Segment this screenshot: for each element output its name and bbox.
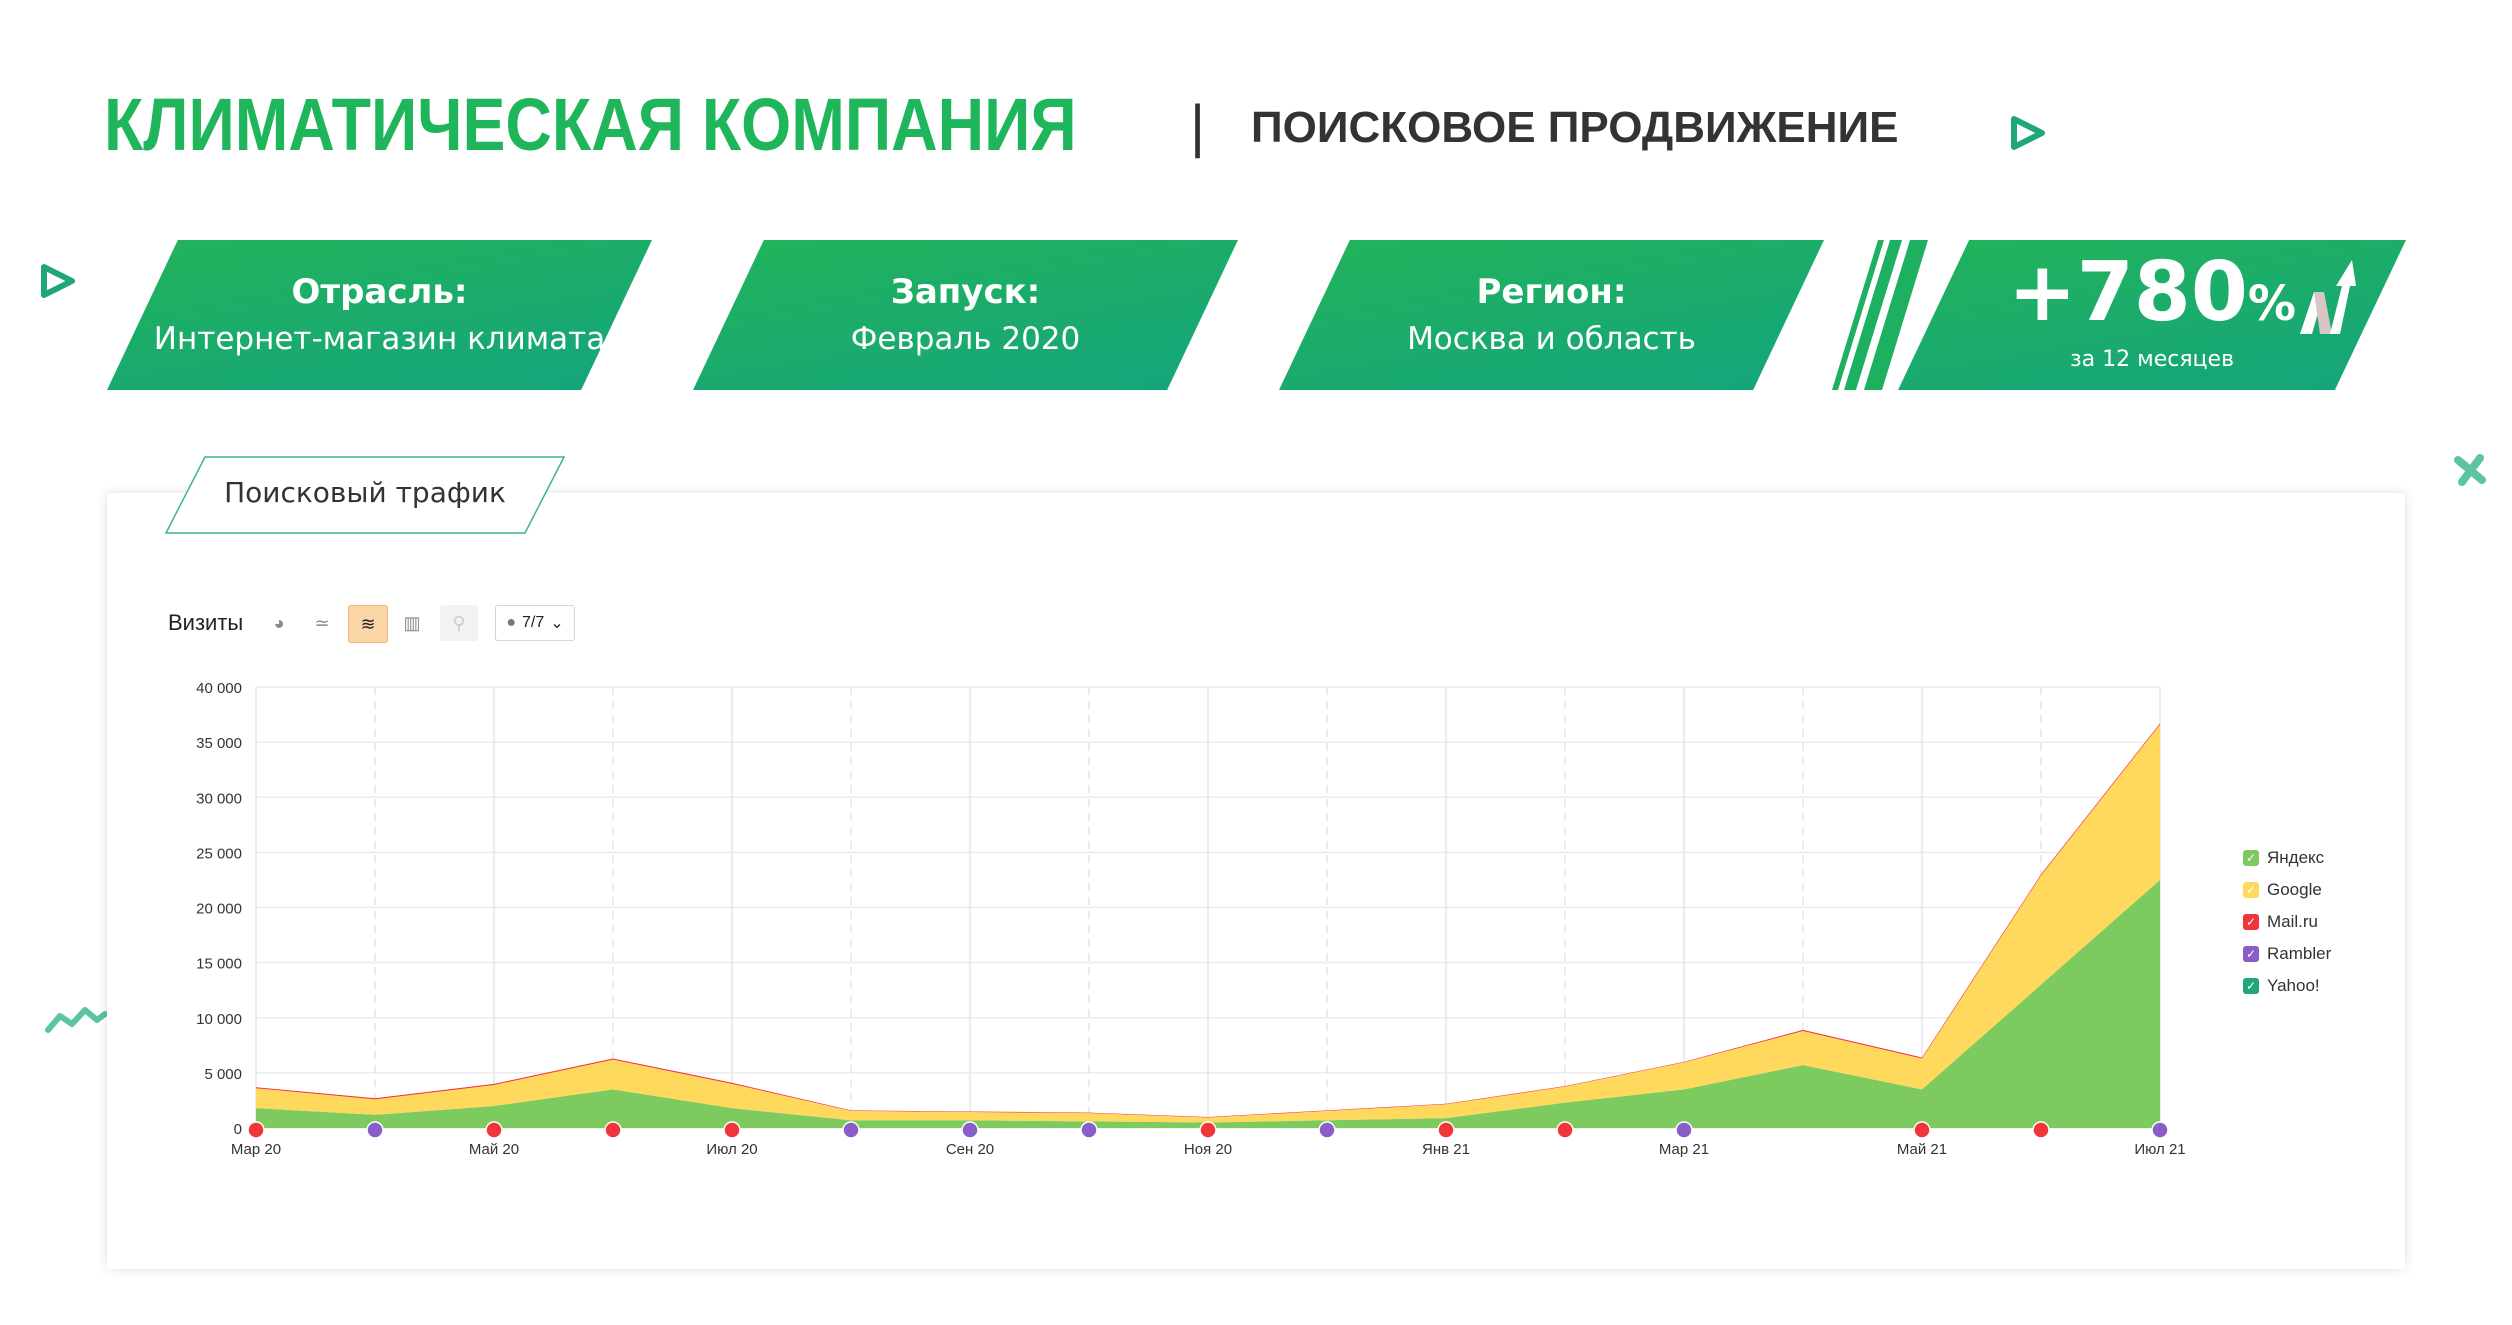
legend-label: Яндекс — [2267, 848, 2325, 867]
growth-banner: +780% за 12 месяцев — [1898, 240, 2406, 390]
tab-label: Поисковый трафик — [224, 476, 506, 509]
legend-item[interactable]: ✓ Mail.ru — [2243, 912, 2318, 932]
checkbox-checked-icon[interactable]: ✓ — [2243, 882, 2259, 898]
annotation-marker-icon — [2032, 1121, 2050, 1139]
y-tick-label: 35 000 — [196, 735, 242, 752]
x-tick-label: Янв 21 — [1422, 1141, 1470, 1158]
annotation-marker-icon — [1556, 1121, 1574, 1139]
checkbox-checked-icon[interactable]: ✓ — [2243, 946, 2259, 962]
annotation-marker-icon — [1913, 1121, 1931, 1139]
map-pin-icon: ⚲ — [452, 612, 466, 633]
line-chart-icon: ≃ — [314, 612, 330, 633]
map-button[interactable]: ⚲ — [440, 605, 478, 641]
bar-chart-button[interactable]: ▥ — [393, 605, 431, 641]
x-tick-label: Сен 20 — [946, 1141, 994, 1158]
y-tick-label: 15 000 — [196, 956, 242, 973]
comment-icon: ● — [506, 614, 516, 631]
title-separator: | — [1190, 94, 1206, 159]
page-title: КЛИМАТИЧЕСКАЯ КОМПАНИЯ — [104, 83, 1077, 166]
checkbox-checked-icon[interactable]: ✓ — [2243, 850, 2259, 866]
checkbox-checked-icon[interactable]: ✓ — [2243, 914, 2259, 930]
y-tick-label: 10 000 — [196, 1011, 242, 1028]
launch-banner: Запуск: Февраль 2020 — [693, 240, 1238, 390]
stacked-area-icon: ≋ — [360, 613, 376, 634]
legend-item[interactable]: ✓ Yahoo! — [2243, 976, 2320, 996]
x-tick-label: Ноя 20 — [1184, 1141, 1232, 1158]
region-value: Москва и область — [1407, 321, 1696, 357]
annotation-marker-icon — [961, 1121, 979, 1139]
y-tick-label: 20 000 — [196, 901, 242, 918]
area-яндекс — [256, 879, 2160, 1128]
legend-label: Mail.ru — [2267, 912, 2319, 931]
legend-label: Rambler — [2267, 944, 2332, 963]
annotation-marker-icon — [485, 1121, 503, 1139]
legend-item[interactable]: ✓ Google — [2243, 880, 2322, 900]
region-label: Регион: — [1476, 272, 1627, 312]
pie-chart-button[interactable]: ◕ — [260, 605, 298, 641]
annotation-marker-icon — [604, 1121, 622, 1139]
launch-value: Февраль 2020 — [850, 321, 1081, 357]
legend-item[interactable]: ✓ Яндекс — [2243, 848, 2324, 868]
growth-value: +780% — [2008, 245, 2296, 340]
annotation-marker-icon — [1199, 1121, 1217, 1139]
stripes-decoration — [1832, 240, 1928, 390]
traffic-area-chart: 0 5 000 10 000 15 000 20 000 25 000 30 000 35 0… — [196, 680, 2186, 1158]
legend-label: Yahoo! — [2267, 976, 2320, 995]
annotation-marker-icon — [842, 1121, 860, 1139]
y-tick-label: 40 000 — [196, 680, 242, 697]
launch-label: Запуск: — [890, 272, 1041, 312]
y-tick-label: 0 — [234, 1121, 242, 1138]
segments-count: 7/7 — [522, 614, 545, 631]
area-chart-button[interactable]: ≋ — [348, 605, 388, 643]
x-tick-label: Июл 21 — [2134, 1141, 2185, 1158]
y-tick-label: 5 000 — [204, 1066, 242, 1083]
annotation-marker-icon — [2151, 1121, 2169, 1139]
annotation-marker-icon — [1437, 1121, 1455, 1139]
x-tick-label: Май 21 — [1897, 1141, 1947, 1158]
tab-search-traffic[interactable]: Поисковый трафик — [165, 456, 565, 534]
y-tick-label: 25 000 — [196, 845, 242, 862]
pie-chart-icon: ◕ — [273, 612, 285, 633]
annotations-dropdown[interactable]: ● 7/7 ⌄ — [495, 605, 575, 641]
annotation-marker-icon — [366, 1121, 384, 1139]
industry-banner: Отрасль: Интернет-магазин климата — [107, 240, 652, 390]
metric-label: Визиты — [168, 610, 244, 635]
search-traffic-card — [107, 493, 2405, 1269]
play-triangle-icon — [2011, 116, 2045, 150]
y-tick-label: 30 000 — [196, 790, 242, 807]
industry-label: Отрасль: — [291, 272, 468, 312]
x-tick-label: Июл 20 — [706, 1141, 757, 1158]
annotation-marker-icon — [1675, 1121, 1693, 1139]
line-chart-button[interactable]: ≃ — [303, 605, 341, 641]
page-subtitle: ПОИСКОВОЕ ПРОДВИЖЕНИЕ — [1251, 103, 1899, 152]
growth-caption: за 12 месяцев — [2069, 347, 2235, 372]
industry-value: Интернет-магазин климата — [153, 321, 606, 357]
chevron-down-icon: ⌄ — [550, 615, 564, 632]
x-tick-label: Май 20 — [469, 1141, 519, 1158]
x-tick-label: Мар 20 — [231, 1141, 281, 1158]
bar-chart-icon: ▥ — [403, 612, 421, 633]
annotation-marker-icon — [247, 1121, 265, 1139]
squiggle-decoration-icon — [45, 1007, 107, 1033]
x-tick-label: Мар 21 — [1659, 1141, 1709, 1158]
region-banner: Регион: Москва и область — [1279, 240, 1824, 390]
growth-arrow-icon — [2300, 260, 2356, 334]
annotation-marker-icon — [1080, 1121, 1098, 1139]
legend-item[interactable]: ✓ Rambler — [2243, 944, 2331, 964]
annotation-marker-icon — [723, 1121, 741, 1139]
legend-label: Google — [2267, 880, 2322, 899]
checkbox-checked-icon[interactable]: ✓ — [2243, 978, 2259, 994]
cross-decoration-icon — [2454, 454, 2486, 486]
annotation-marker-icon — [1318, 1121, 1336, 1139]
play-triangle-icon — [41, 264, 75, 298]
